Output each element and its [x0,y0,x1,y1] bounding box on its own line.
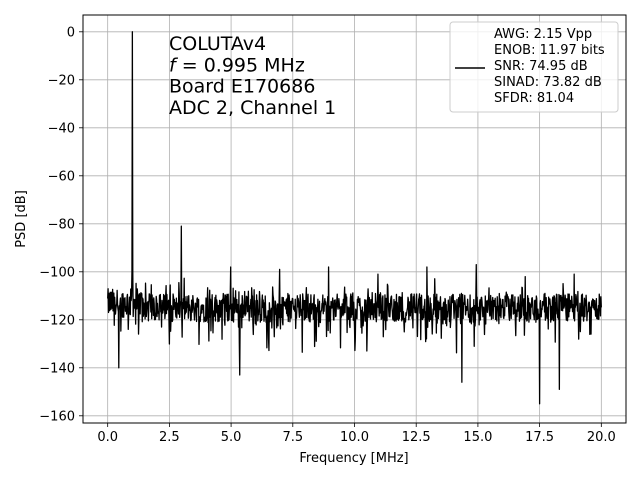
legend-box [449,21,619,113]
y-tick-label: −80 [48,217,75,232]
x-axis-ticks: 0.0 2.5 5.0 7.5 10.0 12.5 15.0 17.5 20.0 [97,423,616,445]
y-tick-label: −20 [48,73,75,88]
y-tick-label: 0 [67,25,75,40]
x-tick-label: 17.5 [525,430,554,445]
x-tick-label: 12.5 [402,430,431,445]
psd-series-line [107,31,602,405]
annotation-line: COLUTAv4 [169,33,266,55]
annotation-line: f = 0.995 MHz [169,54,305,76]
y-tick-label: −140 [39,361,75,376]
x-tick-label: 7.5 [282,430,303,445]
legend-entry-line: ENOB: 11.97 bits [494,43,605,58]
annotation-line: Board E170686 [169,76,315,98]
x-tick-label: 0.0 [97,430,118,445]
y-tick-label: −160 [39,409,75,424]
x-axis-label: Frequency [MHz] [299,451,408,466]
y-tick-label: −120 [39,313,75,328]
x-tick-label: 20.0 [587,430,616,445]
y-tick-label: −100 [39,265,75,280]
legend-entry-line: SINAD: 73.82 dB [494,75,602,90]
legend-entry-line: SFDR: 81.04 [494,91,574,106]
legend-entry-line: AWG: 2.15 Vpp [494,27,592,42]
y-tick-label: −40 [48,121,75,136]
x-tick-label: 2.5 [159,430,180,445]
annotation-italic-symbol: f [169,54,179,76]
x-tick-label: 10.0 [340,430,369,445]
annotation-line: ADC 2, Channel 1 [169,97,336,119]
y-axis-ticks: 0 −20 −40 −60 −80 −100 −120 −140 −160 [39,25,83,424]
legend-entry-line: SNR: 74.95 dB [494,59,588,74]
y-axis-label: PSD [dB] [14,190,29,248]
grid [83,15,626,423]
x-tick-label: 15.0 [463,430,492,445]
x-tick-label: 5.0 [221,430,242,445]
y-tick-label: −60 [48,169,75,184]
